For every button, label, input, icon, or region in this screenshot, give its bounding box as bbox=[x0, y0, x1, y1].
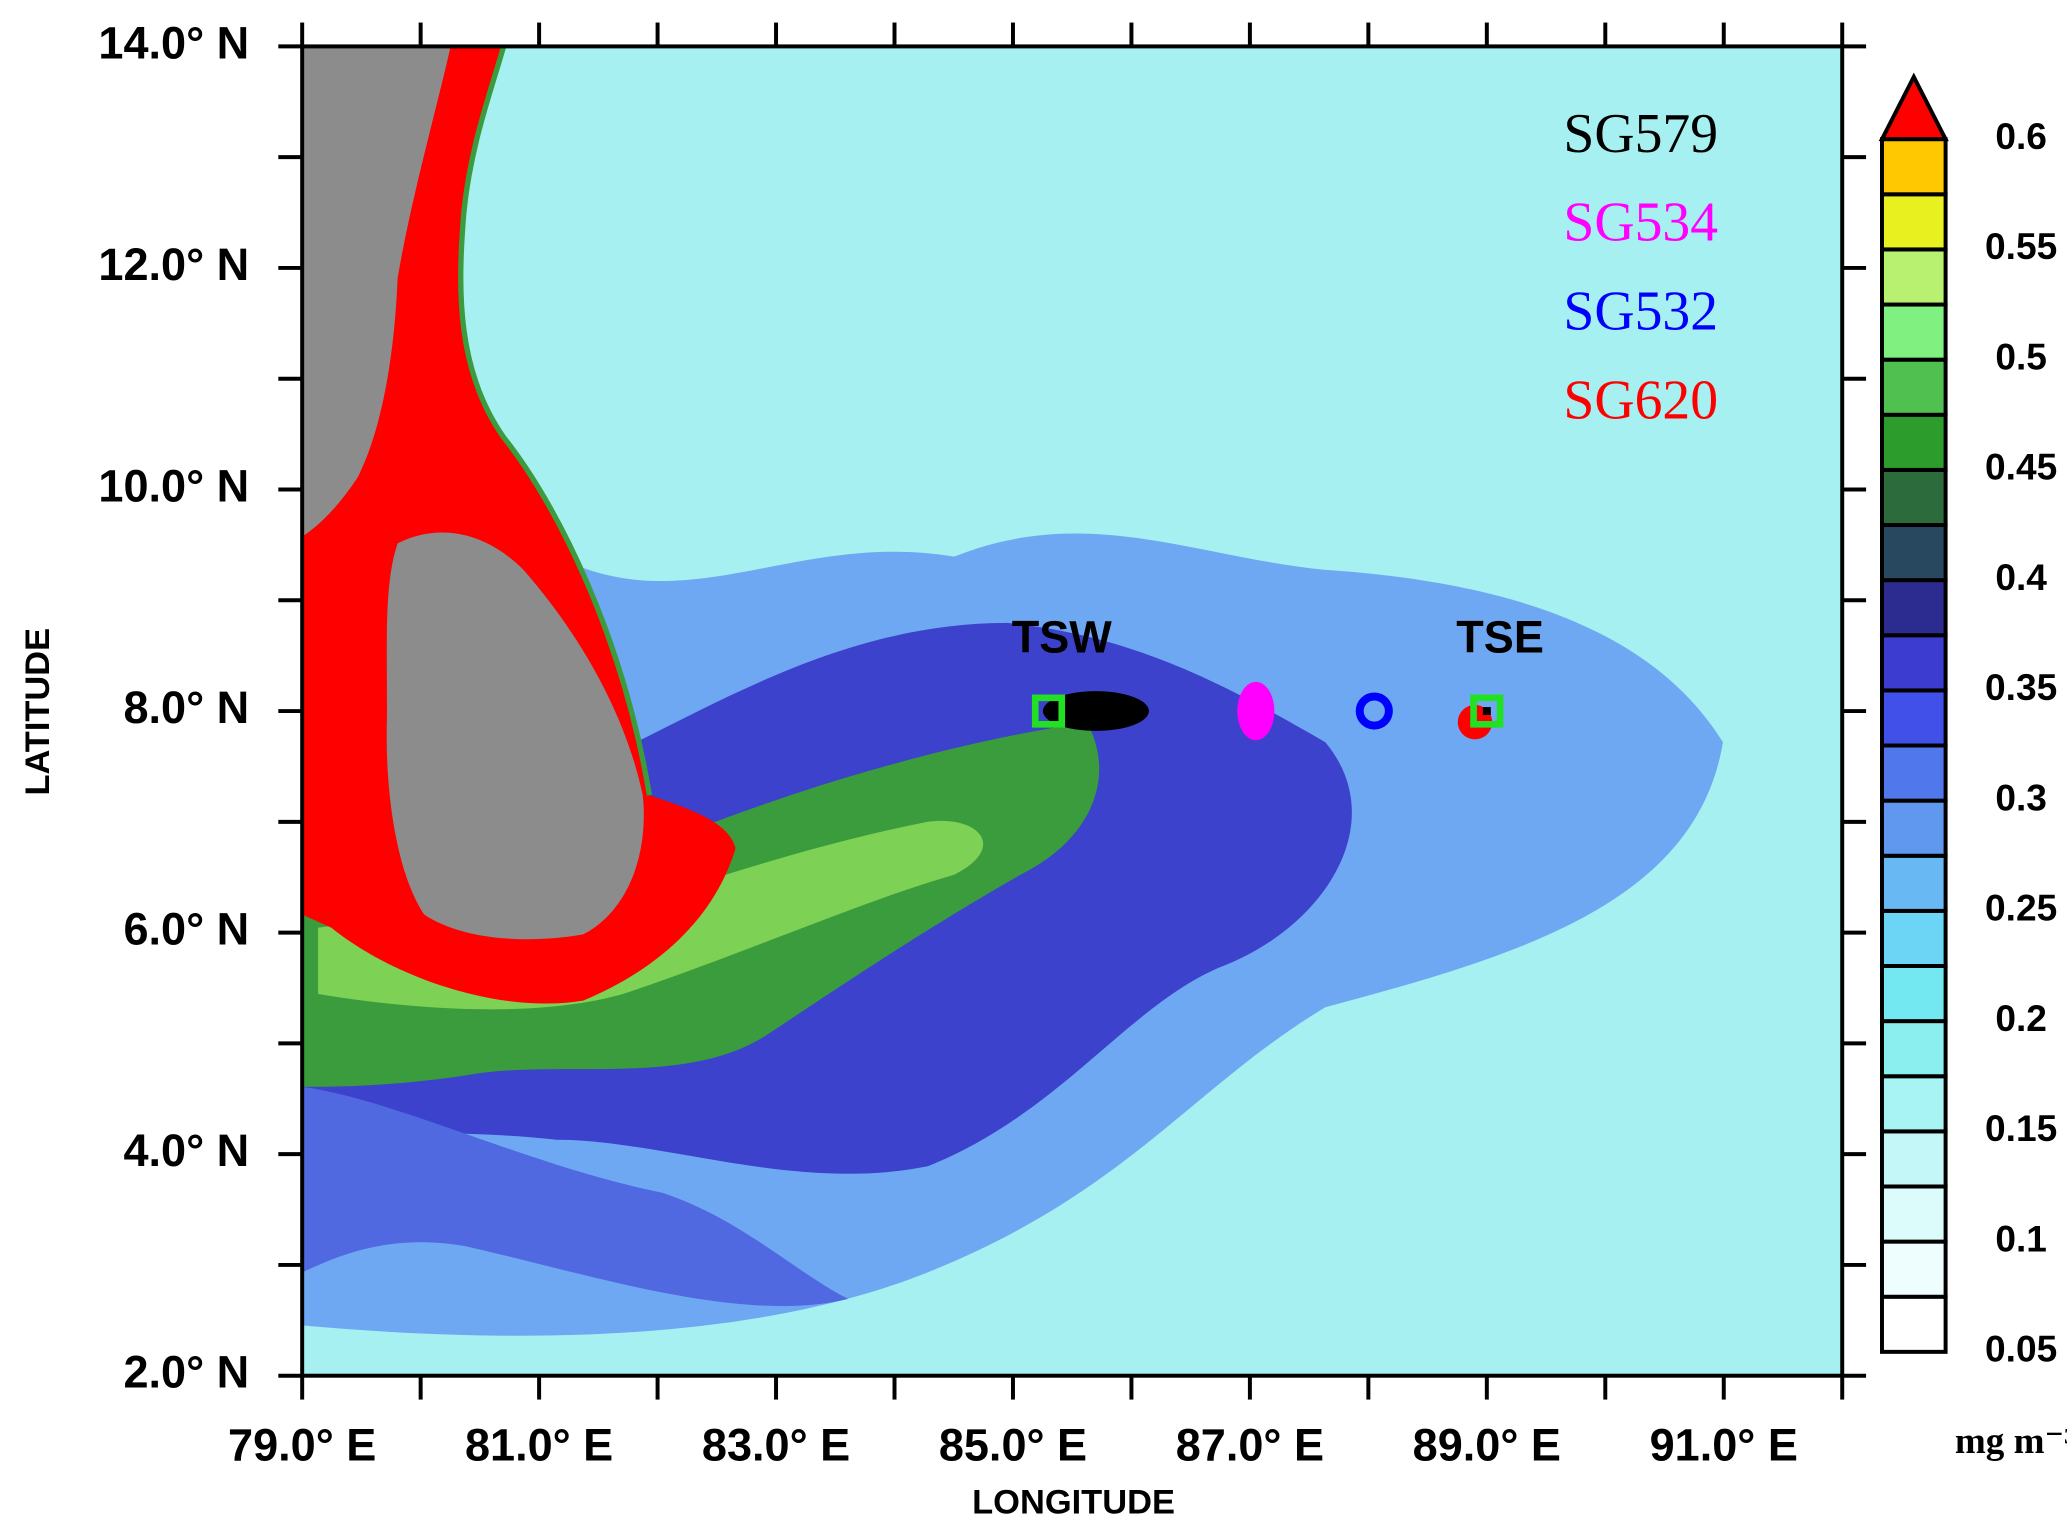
colorbar-tick-label: 0.05 bbox=[1985, 1328, 2057, 1370]
colorbar-unit: mg m⁻³ bbox=[1955, 1421, 2067, 1462]
y-tick-label: 6.0° N bbox=[123, 904, 249, 955]
y-tick-label: 8.0° N bbox=[123, 682, 249, 733]
india-land bbox=[302, 46, 451, 537]
colorbar-box bbox=[1879, 137, 1948, 197]
colorbar-box bbox=[1879, 412, 1948, 472]
mooring-marker bbox=[1031, 694, 1066, 728]
legend-entry: SG620 bbox=[1563, 369, 1718, 431]
y-tick-label: 4.0° N bbox=[123, 1125, 249, 1176]
colorbar-box bbox=[1879, 688, 1948, 748]
legend-entry: SG579 bbox=[1563, 103, 1718, 165]
colorbar-tick-label: 0.3 bbox=[1995, 776, 2047, 818]
glider-track bbox=[1042, 691, 1149, 731]
mooring-center bbox=[1482, 707, 1491, 716]
colorbar-box bbox=[1879, 1019, 1948, 1079]
colorbar-box bbox=[1879, 357, 1948, 417]
x-tick-label: 79.0° E bbox=[228, 1420, 376, 1471]
y-tick-label: 14.0° N bbox=[98, 17, 249, 68]
x-tick-label: 83.0° E bbox=[702, 1420, 850, 1471]
colorbar-tick-label: 0.35 bbox=[1985, 666, 2057, 708]
colorbar-box bbox=[1879, 798, 1948, 858]
colorbar-box bbox=[1879, 1294, 1948, 1354]
y-tick-label: 2.0° N bbox=[123, 1347, 249, 1398]
colorbar-tick-label: 0.5 bbox=[1995, 335, 2047, 377]
colorbar-extend bbox=[1878, 72, 1949, 142]
y-tick-label: 10.0° N bbox=[98, 460, 249, 511]
glider-track bbox=[1237, 681, 1275, 741]
colorbar-tick-label: 0.4 bbox=[1995, 556, 2047, 598]
colorbar-box bbox=[1879, 964, 1948, 1024]
mooring-center bbox=[1044, 707, 1053, 716]
colorbar-box bbox=[1879, 908, 1948, 968]
colorbar-box bbox=[1879, 633, 1948, 693]
coast-edge bbox=[458, 46, 653, 796]
x-tick-label: 87.0° E bbox=[1176, 1420, 1324, 1471]
colorbar-box bbox=[1879, 467, 1948, 528]
x-tick-label: 85.0° E bbox=[939, 1420, 1087, 1471]
y-axis-title: LATITUDE bbox=[19, 628, 57, 796]
x-axis-title: LONGITUDE bbox=[972, 1483, 1175, 1521]
colorbar-box bbox=[1879, 743, 1948, 803]
colorbar-box bbox=[1879, 1074, 1948, 1134]
colorbar-box bbox=[1879, 578, 1948, 638]
colorbar-box bbox=[1879, 1184, 1948, 1244]
colorbar-box bbox=[1879, 247, 1948, 307]
legend-entry: SG534 bbox=[1563, 192, 1718, 254]
colorbar-tick-label: 0.25 bbox=[1985, 887, 2057, 929]
y-tick-label: 12.0° N bbox=[98, 239, 249, 290]
colorbar-tick-label: 0.15 bbox=[1985, 1107, 2057, 1149]
station-label: TSW bbox=[1012, 612, 1113, 663]
x-tick-label: 81.0° E bbox=[465, 1420, 613, 1471]
colorbar-box bbox=[1879, 302, 1948, 362]
south-blue-patch bbox=[302, 1086, 849, 1307]
colorbar-box bbox=[1879, 1129, 1948, 1189]
colorbar-tick-label: 0.1 bbox=[1995, 1217, 2047, 1259]
colorbar-box bbox=[1879, 853, 1948, 913]
chlorophyll-field bbox=[302, 46, 1843, 1376]
sri-lanka-land bbox=[386, 532, 644, 940]
x-tick-label: 91.0° E bbox=[1650, 1420, 1798, 1471]
glider-track bbox=[1355, 692, 1393, 730]
x-tick-label: 89.0° E bbox=[1413, 1420, 1561, 1471]
colorbar-tick-label: 0.55 bbox=[1985, 225, 2057, 267]
colorbar-box bbox=[1879, 523, 1948, 583]
colorbar-box bbox=[1879, 192, 1948, 252]
station-label: TSE bbox=[1456, 612, 1544, 663]
colorbar-tick-label: 0.45 bbox=[1985, 446, 2057, 488]
colorbar-tick-label: 0.6 bbox=[1995, 115, 2047, 157]
colorbar-tick-label: 0.2 bbox=[1995, 997, 2047, 1039]
mooring-marker bbox=[1470, 694, 1504, 728]
legend-entry: SG532 bbox=[1563, 281, 1718, 343]
colorbar-box bbox=[1879, 1239, 1948, 1299]
